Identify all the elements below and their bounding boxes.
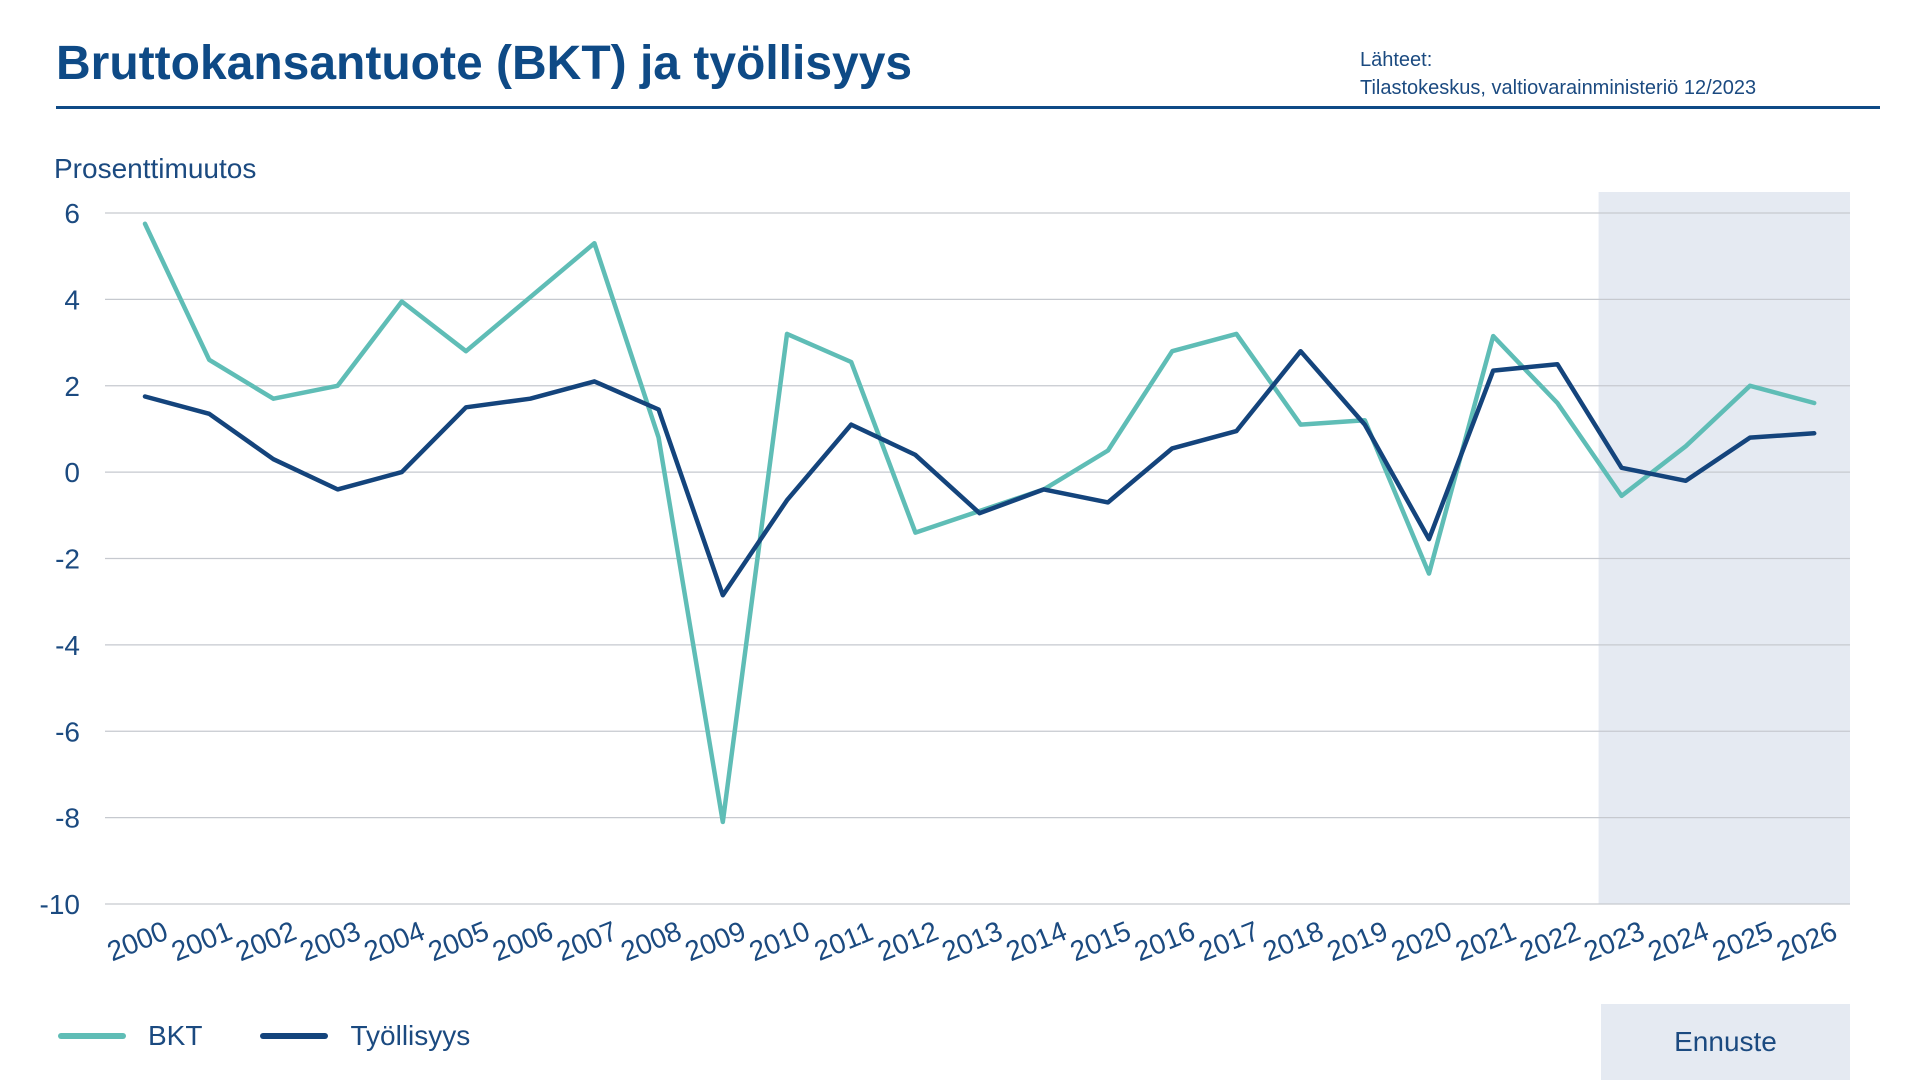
x-tick-label: 2004 [360, 915, 429, 967]
x-tick-label: 2017 [1194, 915, 1263, 967]
y-tick-label: -4 [55, 630, 80, 661]
x-tick-label: 2025 [1708, 915, 1777, 967]
y-tick-label: -8 [55, 803, 80, 834]
x-tick-label: 2010 [745, 915, 814, 967]
y-tick-label: 2 [64, 371, 80, 402]
legend-label-bkt: BKT [148, 1020, 203, 1051]
x-tick-label: 2014 [1002, 915, 1071, 967]
y-tick-label: 6 [64, 198, 80, 229]
x-tick-label: 2015 [1066, 915, 1135, 967]
series-line-bkt [142, 221, 1817, 825]
x-tick-label: 2019 [1323, 915, 1392, 967]
chart-title: Bruttokansantuote (BKT) ja työllisyys [56, 37, 913, 90]
x-tick-label: 2024 [1644, 915, 1713, 967]
forecast-band [1598, 192, 1850, 904]
x-tick-label: 2023 [1579, 915, 1648, 967]
y-tick-label: -10 [40, 889, 80, 920]
x-tick-label: 2007 [552, 915, 621, 967]
x-tick-label: 2012 [873, 915, 942, 967]
series-line-ty-llisyys [142, 348, 1817, 598]
x-tick-label: 2006 [488, 915, 557, 967]
x-tick-label: 2011 [810, 916, 877, 967]
x-tick-label: 2002 [231, 915, 300, 967]
x-tick-label: 2022 [1515, 915, 1584, 967]
legend-swatch-bkt [58, 1033, 126, 1039]
y-tick-label: -2 [55, 544, 80, 575]
x-tick-label: 2009 [681, 915, 750, 967]
source-label: Lähteet: [1360, 49, 1433, 71]
legend-item-bkt: BKT [58, 1020, 202, 1052]
x-tick-label: 2013 [937, 915, 1006, 967]
title-divider [56, 106, 1880, 109]
y-axis-label: Prosenttimuutos [54, 153, 256, 184]
legend-label-tyollisyys: Työllisyys [350, 1020, 471, 1051]
legend-swatch-tyollisyys [260, 1033, 329, 1039]
legend-item-tyollisyys: Työllisyys [260, 1020, 470, 1052]
legend: BKT Työllisyys [58, 1020, 528, 1052]
x-tick-label: 2001 [167, 915, 236, 967]
y-tick-label: 4 [64, 284, 80, 315]
x-tick-label: 2005 [424, 915, 493, 967]
x-tick-label: 2026 [1772, 915, 1841, 967]
y-tick-label: -6 [55, 716, 80, 747]
y-tick-label: 0 [64, 457, 80, 488]
source-note: Lähteet: Tilastokeskus, valtiovarainmini… [1360, 46, 1880, 102]
x-tick-label: 2020 [1387, 915, 1456, 967]
x-tick-label: 2000 [103, 915, 172, 967]
forecast-label: Ennuste [1601, 1004, 1850, 1080]
x-tick-label: 2021 [1451, 915, 1520, 967]
x-tick-label: 2018 [1258, 915, 1327, 967]
x-tick-label: 2008 [616, 915, 685, 967]
x-tick-label: 2016 [1130, 915, 1199, 967]
x-tick-label: 2003 [295, 915, 364, 967]
source-text: Tilastokeskus, valtiovarainministeriö 12… [1360, 77, 1757, 99]
